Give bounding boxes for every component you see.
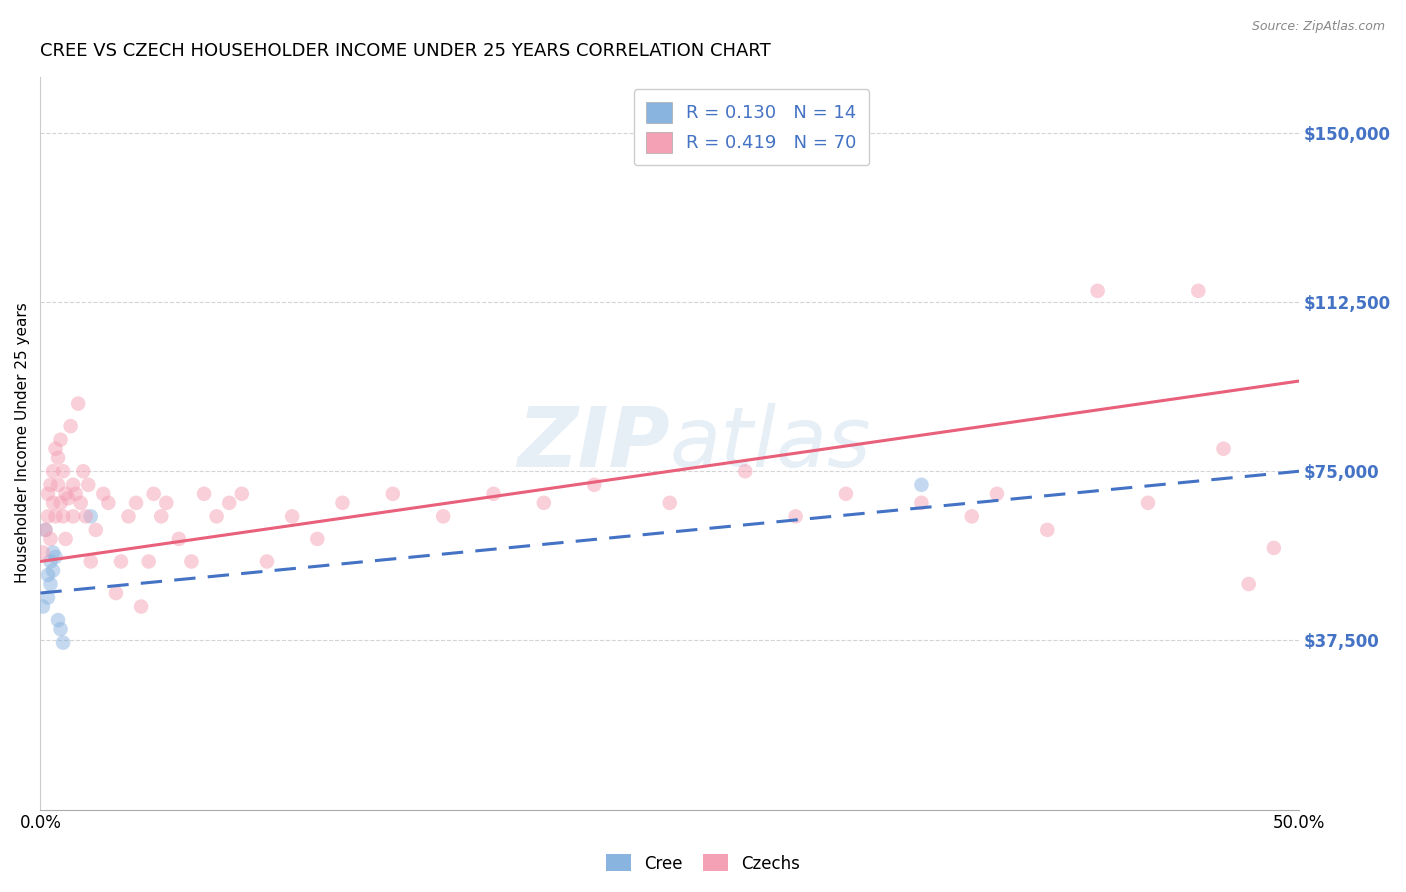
Point xyxy=(56,491,79,506)
Point xyxy=(49,622,72,636)
Legend: Cree, Czechs: Cree, Czechs xyxy=(599,847,807,880)
Point xyxy=(281,509,304,524)
Point xyxy=(93,487,115,501)
Point xyxy=(49,433,72,447)
Point xyxy=(62,477,84,491)
Point xyxy=(46,613,69,627)
Point xyxy=(734,464,756,478)
Point xyxy=(910,477,932,491)
Point xyxy=(34,523,56,537)
Y-axis label: Householder Income Under 25 years: Householder Income Under 25 years xyxy=(15,302,30,583)
Point xyxy=(52,635,75,649)
Point xyxy=(432,509,454,524)
Point xyxy=(785,509,807,524)
Point xyxy=(193,487,215,501)
Point xyxy=(1087,284,1109,298)
Point xyxy=(39,532,62,546)
Point xyxy=(218,496,240,510)
Point xyxy=(59,419,82,434)
Point xyxy=(150,509,173,524)
Point xyxy=(37,487,59,501)
Point xyxy=(381,487,404,501)
Point xyxy=(46,450,69,465)
Point xyxy=(34,523,56,537)
Point xyxy=(256,554,278,568)
Legend: R = 0.130   N = 14, R = 0.419   N = 70: R = 0.130 N = 14, R = 0.419 N = 70 xyxy=(634,89,869,165)
Point xyxy=(42,464,65,478)
Point xyxy=(110,554,132,568)
Point xyxy=(44,509,66,524)
Point xyxy=(65,487,87,501)
Point xyxy=(1212,442,1234,456)
Point xyxy=(533,496,555,510)
Point xyxy=(44,549,66,564)
Point xyxy=(180,554,202,568)
Point xyxy=(142,487,165,501)
Text: Source: ZipAtlas.com: Source: ZipAtlas.com xyxy=(1251,20,1385,33)
Text: atlas: atlas xyxy=(669,402,872,483)
Point xyxy=(77,477,100,491)
Point xyxy=(49,496,72,510)
Point xyxy=(960,509,983,524)
Point xyxy=(986,487,1008,501)
Point xyxy=(52,464,75,478)
Point xyxy=(69,496,91,510)
Point xyxy=(37,509,59,524)
Point xyxy=(658,496,681,510)
Point xyxy=(42,496,65,510)
Point xyxy=(46,477,69,491)
Point xyxy=(155,496,177,510)
Point xyxy=(117,509,139,524)
Point xyxy=(231,487,253,501)
Text: CREE VS CZECH HOUSEHOLDER INCOME UNDER 25 YEARS CORRELATION CHART: CREE VS CZECH HOUSEHOLDER INCOME UNDER 2… xyxy=(41,42,770,60)
Point xyxy=(42,545,65,559)
Point xyxy=(583,477,606,491)
Point xyxy=(39,477,62,491)
Point xyxy=(97,496,120,510)
Point xyxy=(138,554,160,568)
Point xyxy=(1136,496,1159,510)
Point xyxy=(1237,577,1260,591)
Point xyxy=(37,568,59,582)
Point xyxy=(1263,541,1285,555)
Point xyxy=(62,509,84,524)
Point xyxy=(167,532,190,546)
Point xyxy=(129,599,152,614)
Point xyxy=(80,509,103,524)
Point xyxy=(104,586,127,600)
Point xyxy=(44,442,66,456)
Point xyxy=(75,509,97,524)
Point xyxy=(307,532,329,546)
Point xyxy=(39,577,62,591)
Point xyxy=(39,554,62,568)
Point xyxy=(332,496,354,510)
Point xyxy=(1187,284,1209,298)
Text: ZIP: ZIP xyxy=(517,402,669,483)
Point xyxy=(910,496,932,510)
Point xyxy=(1036,523,1059,537)
Point xyxy=(205,509,228,524)
Point xyxy=(37,591,59,605)
Point xyxy=(67,396,90,410)
Point xyxy=(52,509,75,524)
Point xyxy=(42,564,65,578)
Point xyxy=(32,545,55,559)
Point xyxy=(125,496,148,510)
Point xyxy=(835,487,858,501)
Point xyxy=(80,554,103,568)
Point xyxy=(55,532,77,546)
Point xyxy=(72,464,94,478)
Point xyxy=(55,487,77,501)
Point xyxy=(84,523,107,537)
Point xyxy=(32,599,55,614)
Point xyxy=(482,487,505,501)
